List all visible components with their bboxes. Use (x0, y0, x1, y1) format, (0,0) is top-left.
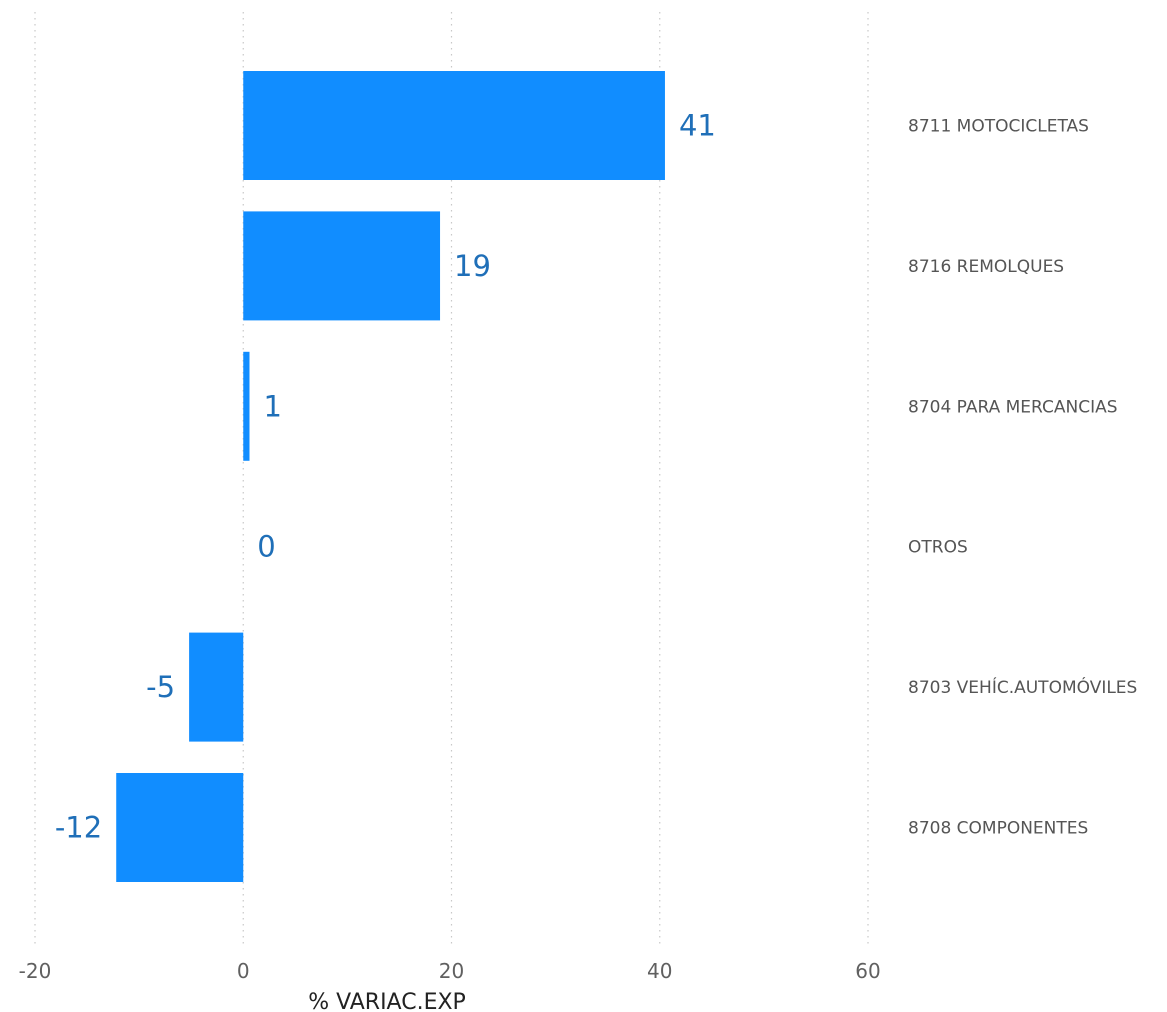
x-axis-ticks: -20 0 20 40 60 (19, 959, 881, 983)
bars (116, 71, 665, 882)
data-label: 0 (257, 530, 275, 564)
x-tick-label: 60 (855, 959, 880, 983)
category-label: 8704 PARA MERCANCIAS (908, 397, 1118, 417)
bar[interactable] (243, 71, 665, 180)
bar[interactable] (189, 632, 244, 742)
x-tick-label: 20 (439, 959, 464, 983)
category-label: 8708 COMPONENTES (908, 819, 1088, 839)
bar[interactable] (243, 211, 441, 321)
category-label: 8703 VEHÍC.AUTOMÓVILES (908, 676, 1137, 698)
data-label: -12 (55, 811, 102, 845)
data-labels: 41 19 1 0 -5 -12 (55, 109, 716, 845)
x-tick-label: 0 (237, 959, 250, 983)
category-label: 8711 MOTOCICLETAS (908, 117, 1089, 137)
category-label: OTROS (908, 538, 968, 558)
data-label: 19 (454, 249, 491, 283)
data-label: 41 (679, 109, 716, 143)
data-label: 1 (263, 389, 281, 423)
category-label: 8716 REMOLQUES (908, 257, 1064, 277)
data-label: -5 (146, 670, 175, 704)
bar[interactable] (116, 773, 244, 882)
x-axis-title: % VARIAC.EXP (308, 990, 466, 1012)
x-tick-label: 40 (647, 959, 672, 983)
bar[interactable] (243, 351, 250, 461)
category-labels: 8711 MOTOCICLETAS 8716 REMOLQUES 8704 PARA… (908, 117, 1137, 839)
x-tick-label: -20 (19, 959, 52, 983)
